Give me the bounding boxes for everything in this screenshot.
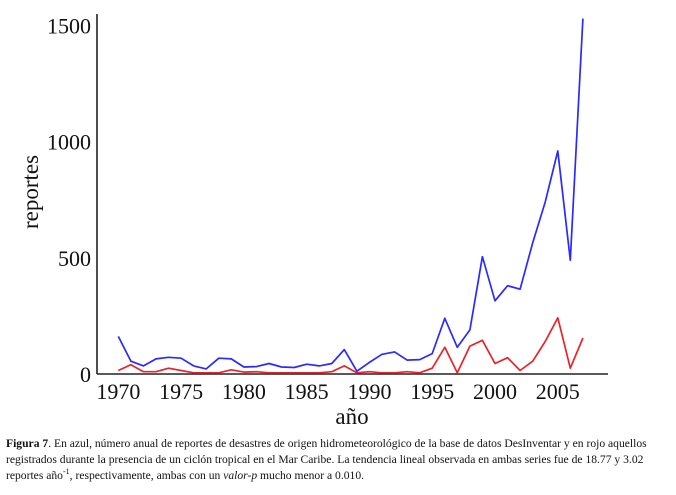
caption-label: Figura 7 <box>6 437 49 450</box>
x-tick-label: 1985 <box>285 379 329 404</box>
x-tick-label: 2005 <box>536 379 580 404</box>
series-lines <box>117 18 584 374</box>
series-line-2 <box>117 316 584 374</box>
y-tick-label: 0 <box>80 362 91 387</box>
x-tick-label: 2000 <box>473 379 517 404</box>
caption-text-b: , respectivamente, ambas con un <box>69 469 224 482</box>
x-tick-label: 1975 <box>159 379 203 404</box>
x-tick-label: 1990 <box>347 379 391 404</box>
y-axis-label: reportes <box>18 155 43 229</box>
caption-italic: valor-p <box>223 469 258 482</box>
ticks: 1970 1975 1980 1985 1990 1995 2000 2005 0 500 1000… <box>47 14 580 404</box>
series-line-1 <box>117 18 584 373</box>
y-tick-label: 1500 <box>47 14 91 39</box>
caption-text-c: mucho menor a 0.010. <box>257 469 365 482</box>
caption-superscript: -1 <box>62 467 70 477</box>
axes <box>96 14 608 375</box>
x-axis-label: año <box>335 404 368 429</box>
figure-caption: Figura 7. En azul, número anual de repor… <box>6 436 670 484</box>
y-tick-label: 1000 <box>47 130 91 155</box>
x-tick-label: 1970 <box>96 379 140 404</box>
y-tick-label: 500 <box>58 246 91 271</box>
x-tick-label: 1980 <box>222 379 266 404</box>
line-chart: 1970 1975 1980 1985 1990 1995 2000 2005 0 500 1000… <box>18 14 608 429</box>
caption-text-a: . En azul, número anual de reportes de d… <box>6 437 647 482</box>
x-tick-label: 1995 <box>410 379 454 404</box>
